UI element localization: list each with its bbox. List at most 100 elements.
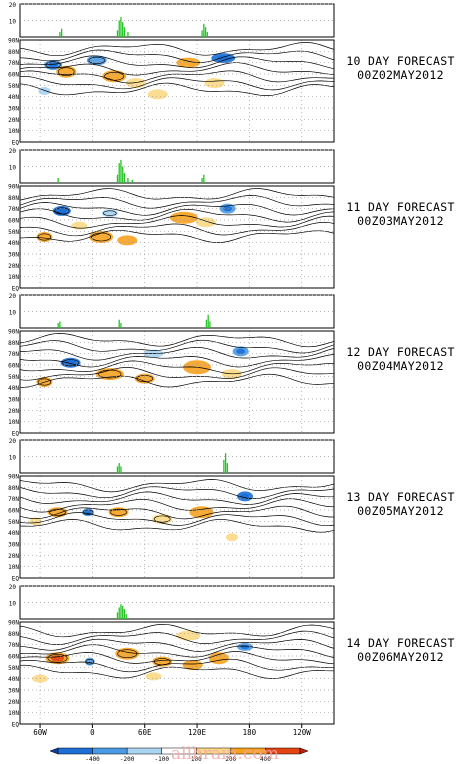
anomaly-shading — [145, 672, 162, 681]
map-background — [20, 40, 334, 142]
closed-contour — [49, 508, 66, 516]
latitude-label: 30N — [8, 106, 19, 113]
forecast-panels: 201090N80N70N60N50N40N30N20N10NEQ201090N… — [8, 2, 335, 729]
colorbar-high-arrow — [299, 747, 309, 755]
anomaly-shading — [29, 517, 42, 526]
height-contour — [20, 512, 334, 527]
latitude-label: 20N — [8, 699, 19, 706]
height-contour — [20, 55, 334, 70]
activity-bar — [201, 30, 203, 37]
closed-contour — [54, 207, 70, 215]
closed-contour — [37, 378, 52, 386]
panel-1: 20 10 90N 80N 70N 60N 50N 40N 30N 20N 10N EQ — [8, 2, 335, 147]
latitude-label: 50N — [8, 519, 19, 526]
height-contour — [20, 62, 334, 76]
height-contour — [20, 70, 334, 84]
longitude-label: 0 — [90, 728, 95, 737]
bar-y-tick-label: 20 — [9, 438, 17, 445]
latitude-label: 80N — [8, 485, 19, 492]
panel-4: 20 10 90N 80N 70N 60N 50N 40N 30N 20N 10N EQ — [8, 438, 335, 583]
activity-bar — [205, 319, 208, 328]
longitude-axis: 60W 0 60E 120E 180 120W — [33, 724, 311, 737]
map-panel — [20, 40, 334, 142]
activity-bar — [116, 30, 119, 37]
latitude-label: 90N — [8, 474, 19, 481]
closed-contour — [110, 508, 127, 516]
height-contour — [20, 49, 334, 63]
latitude-label: 30N — [8, 252, 19, 259]
map-panel — [20, 476, 334, 578]
panel-3: 20 10 90N 80N 70N 60N 50N 40N 30N 20N 10N EQ — [8, 293, 335, 438]
valid-time-3: 00Z04MAY2012 — [357, 359, 444, 373]
latitude-label: 10N — [8, 128, 19, 135]
activity-bar — [59, 32, 61, 37]
height-contour — [20, 486, 334, 499]
anomaly-shading — [208, 652, 229, 665]
valid-time-5: 00Z06MAY2012 — [357, 650, 444, 664]
latitude-label: 40N — [8, 94, 19, 101]
bar-y-tick-label: 20 — [9, 2, 17, 9]
bar-y-tick-label: 10 — [9, 165, 17, 172]
closed-contour — [37, 233, 52, 241]
bar-y-tick-label: 20 — [9, 584, 17, 591]
valid-time-4: 00Z05MAY2012 — [357, 504, 444, 518]
latitude-label: 80N — [8, 195, 19, 202]
colorbar-label: 200 — [225, 756, 236, 763]
latitude-label: 60N — [8, 508, 19, 515]
height-contour — [20, 360, 334, 375]
longitude-label: 120E — [188, 728, 207, 737]
forecast-label-5: 14 DAY FORECAST — [346, 636, 455, 650]
latitude-label: EQ — [12, 286, 20, 293]
height-contour — [20, 202, 334, 216]
closed-contour — [91, 232, 112, 242]
height-contour — [20, 664, 334, 679]
forecast-label-2: 11 DAY FORECAST — [346, 200, 455, 214]
height-contour — [20, 491, 334, 505]
closed-contour — [85, 658, 95, 665]
height-contour — [20, 518, 334, 533]
latitude-label: EQ — [12, 722, 20, 729]
latitude-label: EQ — [12, 140, 20, 147]
latitude-label: EQ — [12, 431, 20, 438]
anomaly-core — [48, 62, 59, 68]
latitude-label: 30N — [8, 688, 19, 695]
colorbar: -400 -200 -100 100 200 400 — [49, 747, 309, 763]
map-panel — [20, 622, 334, 724]
activity-bar — [123, 609, 126, 619]
activity-bar — [120, 17, 122, 37]
latitude-label: 30N — [8, 542, 19, 549]
activity-bar — [125, 614, 127, 619]
activity-bar — [118, 163, 120, 183]
activity-bar — [224, 453, 227, 473]
longitude-label: 120W — [293, 728, 312, 737]
activity-bar — [118, 463, 120, 473]
activity-bar — [59, 321, 61, 328]
longitude-label: 60E — [138, 728, 152, 737]
height-contour — [20, 644, 334, 658]
height-contour — [20, 333, 334, 348]
colorbar-segment — [126, 747, 162, 755]
latitude-label: 60N — [8, 218, 19, 225]
map-frame — [19, 185, 335, 289]
colorbar-label: 400 — [260, 756, 271, 763]
map-frame — [19, 330, 335, 434]
anomaly-shading — [189, 506, 214, 519]
height-contour — [20, 208, 334, 223]
latitude-label: 90N — [8, 329, 19, 336]
latitude-label: 40N — [8, 240, 19, 247]
height-contour — [20, 373, 334, 388]
bar-y-tick-label: 20 — [9, 293, 17, 300]
latitude-label: 50N — [8, 229, 19, 236]
bar-y-tick-label: 20 — [9, 148, 17, 155]
latitude-label: 10N — [8, 419, 19, 426]
anomaly-shading — [176, 630, 201, 641]
height-contour — [20, 505, 334, 520]
closed-contour — [57, 67, 75, 77]
closed-contour — [47, 653, 68, 663]
activity-bar — [209, 321, 211, 328]
latitude-label: 70N — [8, 60, 19, 67]
latitude-label: 90N — [8, 620, 19, 627]
anomaly-core — [223, 205, 232, 212]
height-contour — [20, 354, 334, 368]
activity-bar — [203, 174, 205, 183]
